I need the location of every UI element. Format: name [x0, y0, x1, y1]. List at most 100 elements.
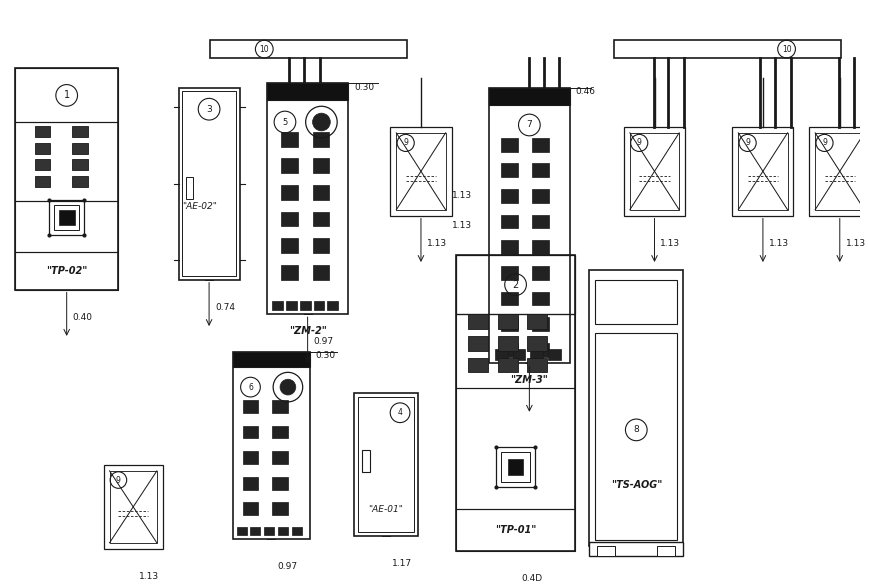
Bar	[594, 280, 676, 324]
Text: 9: 9	[821, 138, 826, 148]
Bar	[507, 459, 523, 475]
Bar	[72, 126, 88, 137]
Bar	[501, 189, 517, 203]
Bar	[291, 527, 302, 535]
Bar	[495, 447, 534, 486]
Bar	[501, 452, 530, 482]
Text: 8: 8	[633, 425, 639, 434]
Bar	[59, 210, 75, 226]
Text: 4: 4	[397, 408, 402, 417]
Bar	[272, 451, 288, 464]
Bar	[497, 357, 517, 372]
Text: 10: 10	[259, 45, 269, 53]
Bar	[594, 333, 676, 540]
Bar	[15, 68, 118, 122]
Bar	[354, 393, 417, 536]
Text: 3: 3	[206, 105, 212, 114]
Bar	[272, 301, 282, 310]
Bar	[501, 240, 517, 254]
Bar	[281, 239, 297, 253]
Bar	[532, 163, 548, 177]
Bar	[312, 132, 329, 146]
Text: 0.40: 0.40	[72, 313, 92, 322]
Bar	[15, 68, 118, 289]
Bar	[532, 138, 548, 152]
Bar	[468, 314, 488, 329]
Text: 5: 5	[282, 118, 288, 127]
Bar	[312, 239, 329, 253]
Bar	[186, 178, 193, 199]
Bar	[242, 502, 258, 515]
Bar	[103, 465, 163, 548]
Bar	[456, 314, 574, 388]
Bar	[272, 425, 288, 438]
Text: 9: 9	[636, 138, 641, 148]
Bar	[532, 266, 548, 280]
Bar	[72, 159, 88, 171]
Text: 1.13: 1.13	[451, 192, 471, 200]
Bar	[242, 400, 258, 413]
Bar	[814, 133, 864, 210]
Circle shape	[280, 379, 295, 395]
Bar	[72, 176, 88, 187]
Bar	[501, 343, 517, 356]
Bar	[501, 138, 517, 152]
Text: "TS-AOG": "TS-AOG"	[610, 480, 661, 490]
Bar	[808, 127, 869, 216]
Bar	[532, 343, 548, 356]
Bar	[313, 301, 324, 310]
Bar	[15, 122, 118, 201]
Text: 1.13: 1.13	[451, 221, 471, 230]
Bar	[657, 546, 674, 556]
Text: 9: 9	[116, 476, 121, 485]
Bar	[15, 252, 118, 289]
Bar	[488, 87, 569, 105]
Bar	[15, 201, 118, 252]
Bar	[35, 176, 50, 187]
Bar	[272, 477, 288, 489]
Text: "AE-02": "AE-02"	[182, 202, 217, 211]
Bar	[501, 214, 517, 229]
Bar	[267, 83, 348, 314]
Bar	[242, 477, 258, 489]
Text: 0.97: 0.97	[313, 338, 334, 346]
Bar	[272, 400, 288, 413]
Bar	[35, 143, 50, 154]
Text: 1.17: 1.17	[391, 559, 412, 568]
Bar	[532, 214, 548, 229]
Circle shape	[312, 113, 330, 131]
Bar	[396, 133, 445, 210]
Text: 0.4D: 0.4D	[521, 574, 542, 583]
Bar	[589, 542, 682, 556]
Bar	[178, 87, 239, 280]
Bar	[312, 265, 329, 280]
Bar	[532, 291, 548, 305]
Text: 0.30: 0.30	[315, 351, 335, 360]
Bar	[468, 357, 488, 372]
Text: 2: 2	[512, 280, 518, 289]
Bar	[182, 91, 235, 276]
Bar	[527, 357, 547, 372]
Bar	[312, 212, 329, 226]
Text: 1.13: 1.13	[845, 239, 865, 248]
Bar	[233, 352, 309, 539]
Text: "TP-02": "TP-02"	[46, 266, 87, 276]
Bar	[532, 317, 548, 331]
Bar	[54, 205, 79, 230]
Bar	[281, 185, 297, 200]
Bar	[497, 314, 517, 329]
Bar	[233, 352, 309, 367]
Text: "ZM-3": "ZM-3"	[510, 375, 547, 385]
Bar	[589, 270, 682, 546]
Bar	[312, 185, 329, 200]
Bar	[267, 83, 348, 100]
Bar	[494, 349, 507, 360]
Bar	[456, 509, 574, 551]
Text: 1.13: 1.13	[660, 239, 680, 248]
Bar	[530, 349, 542, 360]
Text: 9: 9	[745, 138, 749, 148]
Text: 1: 1	[63, 90, 70, 100]
Bar	[597, 546, 614, 556]
Bar	[272, 502, 288, 515]
Bar	[501, 266, 517, 280]
